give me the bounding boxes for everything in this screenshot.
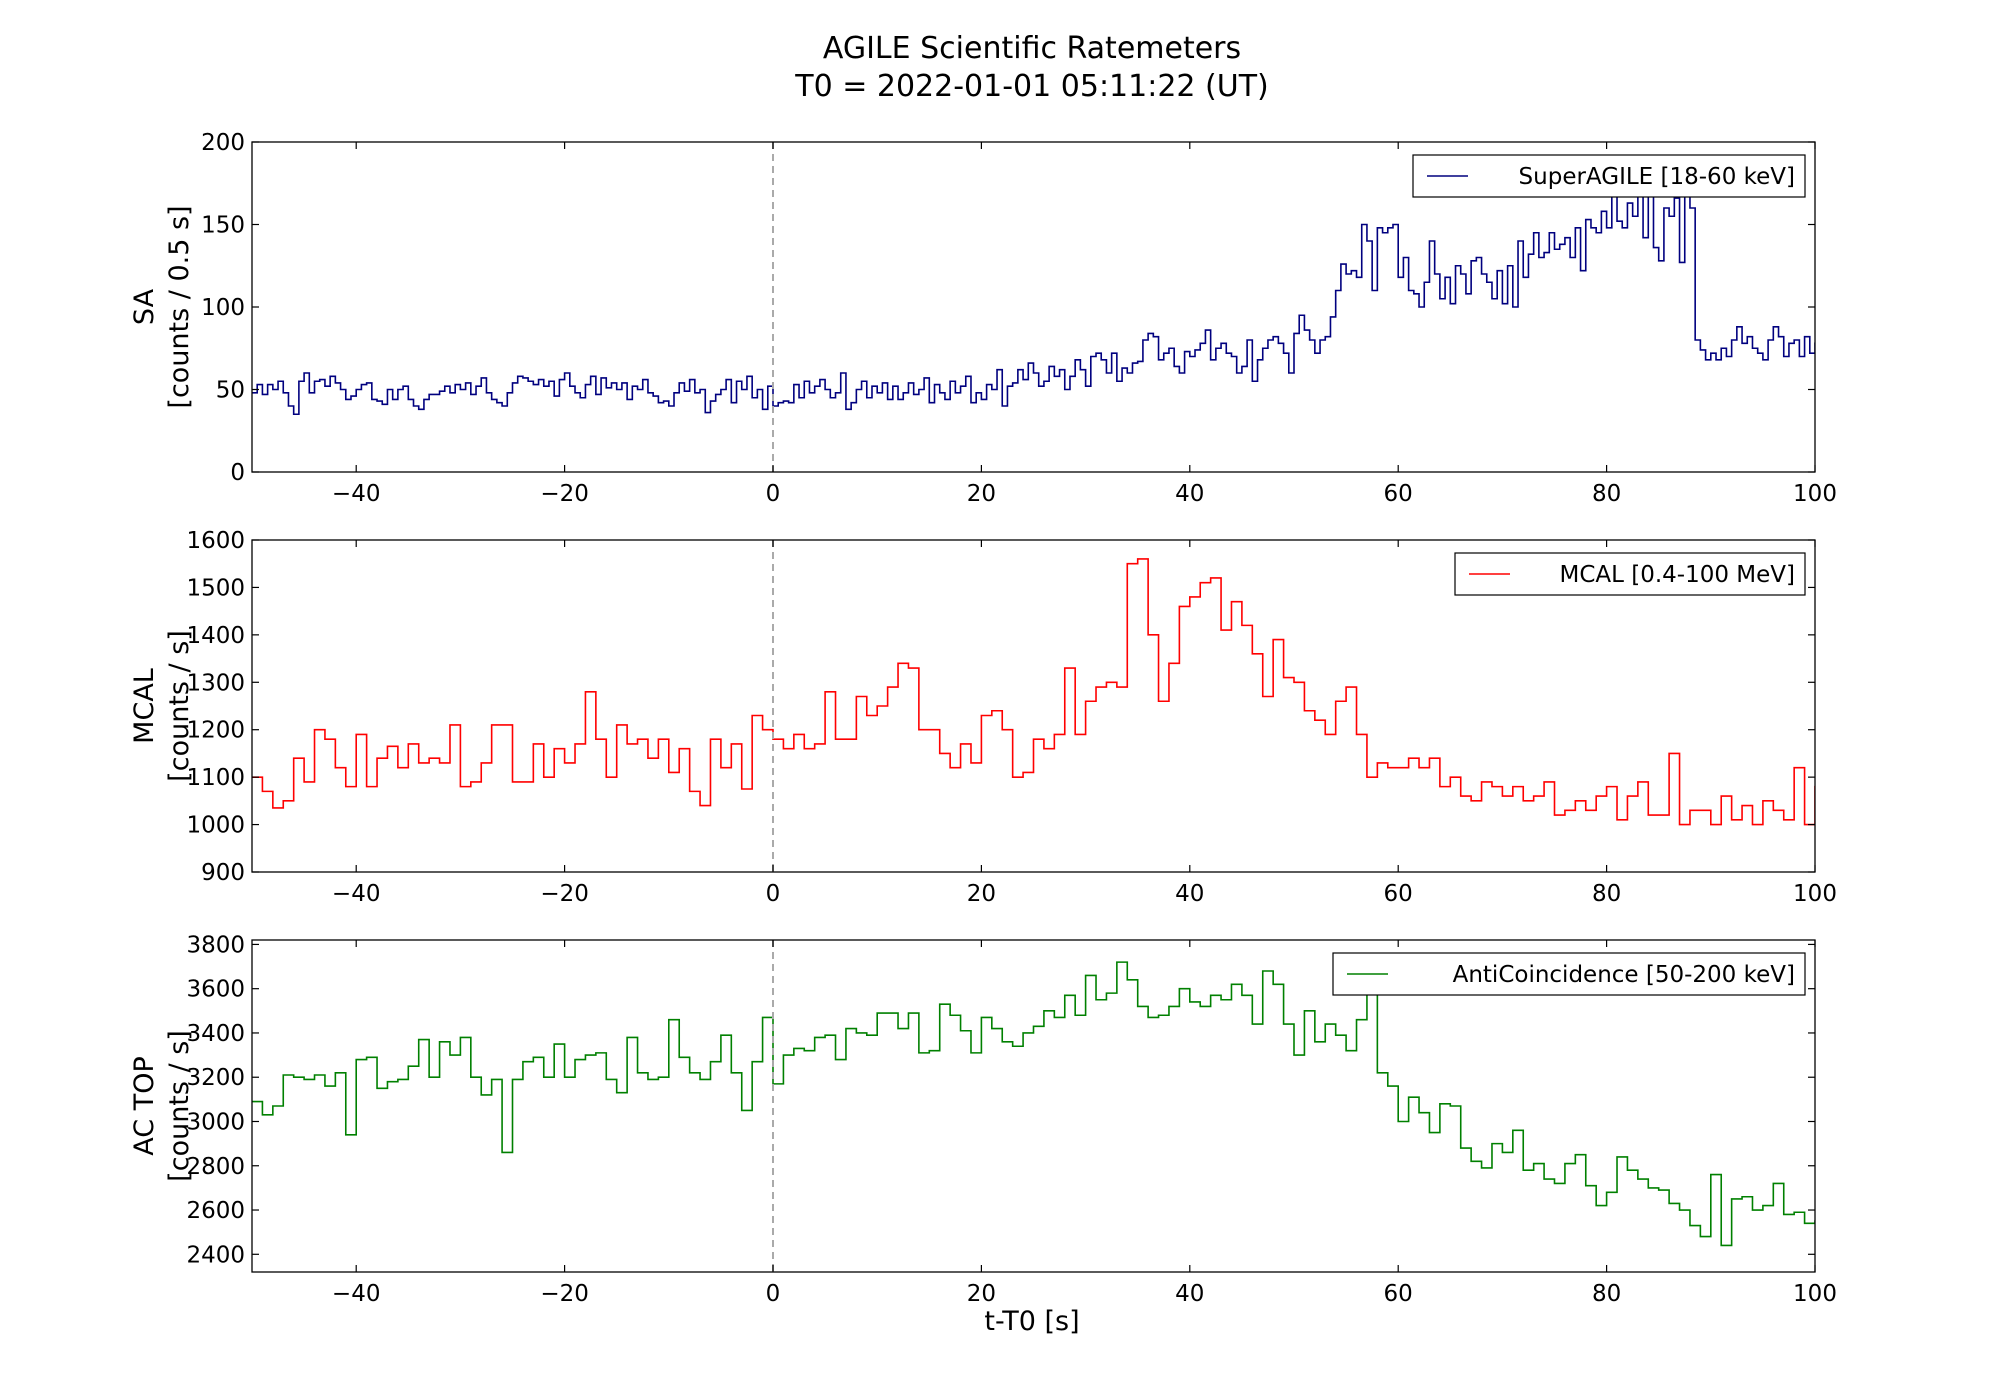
- x-tick-label-sa: −20: [540, 481, 589, 507]
- y-tick-label-mcal: 1300: [186, 670, 245, 696]
- x-tick-label-ac: 40: [1175, 1281, 1204, 1307]
- x-tick-label-mcal: 20: [967, 881, 996, 907]
- x-tick-label-ac: 60: [1384, 1281, 1413, 1307]
- legend-box-ac: [1332, 952, 1806, 996]
- x-tick-label-sa: 60: [1384, 481, 1413, 507]
- x-tick-label-ac: 20: [967, 1281, 996, 1307]
- panel-sa: −40 −20 0 20 40 60 80 100 0 50 100 150 200 SA [counts …: [129, 130, 1837, 507]
- x-tick-label-ac: −40: [332, 1281, 381, 1307]
- x-tick-label-ac: 0: [766, 1281, 781, 1307]
- y-tick-label-mcal: 1500: [186, 575, 245, 601]
- y-tick-label-mcal: 1200: [186, 718, 245, 744]
- y-tick-label-ac: 2800: [186, 1154, 245, 1180]
- legend-sa: SuperAGILE [18-60 keV]: [1412, 154, 1806, 198]
- x-tick-label-ac: 80: [1592, 1281, 1621, 1307]
- series-line-mcal: [252, 558, 1815, 826]
- y-axis-label-line1-mcal: MCAL: [129, 668, 160, 744]
- series-line-ac: [252, 961, 1815, 1247]
- axes-frame-ac: [251, 939, 1816, 1273]
- y-tick-label-ac: 3600: [186, 977, 245, 1003]
- y-axis-label-ac: AC TOP [counts / s]: [129, 1030, 195, 1182]
- x-tick-label-sa: 100: [1793, 481, 1837, 507]
- y-tick-label-mcal: 1400: [186, 623, 245, 649]
- y-tick-label-mcal: 900: [201, 860, 245, 886]
- y-tick-label-sa: 0: [230, 460, 245, 486]
- y-axis-label-sa: SA [counts / 0.5 s]: [129, 205, 195, 408]
- y-tick-label-ac: 3800: [186, 932, 245, 958]
- legend-label-mcal: MCAL [0.4-100 MeV]: [1559, 562, 1795, 588]
- x-tick-label-mcal: 0: [766, 881, 781, 907]
- x-tick-label-ac: 100: [1793, 1281, 1837, 1307]
- x-axis-label: t-T0 [s]: [984, 1306, 1079, 1337]
- x-tick-label-mcal: 80: [1592, 881, 1621, 907]
- y-tick-label-mcal: 1600: [186, 528, 245, 554]
- legend-box-mcal: [1454, 552, 1806, 596]
- x-tick-label-sa: 80: [1592, 481, 1621, 507]
- y-tick-label-mcal: 1100: [186, 765, 245, 791]
- y-axis-label-line2-ac: [counts / s]: [164, 1030, 195, 1182]
- y-tick-label-sa: 150: [201, 213, 245, 239]
- x-tick-label-sa: 20: [967, 481, 996, 507]
- x-tick-label-mcal: 40: [1175, 881, 1204, 907]
- legend-mcal: MCAL [0.4-100 MeV]: [1454, 552, 1806, 596]
- x-tick-label-mcal: −40: [332, 881, 381, 907]
- y-axis-label-line1-sa: SA: [129, 288, 160, 325]
- y-axis-label-line2-sa: [counts / 0.5 s]: [164, 205, 195, 408]
- y-tick-label-sa: 50: [216, 378, 245, 404]
- x-tick-label-mcal: 100: [1793, 881, 1837, 907]
- y-tick-label-ac: 2400: [186, 1242, 245, 1268]
- legend-label-sa: SuperAGILE [18-60 keV]: [1519, 164, 1795, 190]
- series-line-sa: [252, 187, 1815, 416]
- y-tick-label-ac: 2600: [186, 1198, 245, 1224]
- y-tick-label-ac: 3000: [186, 1109, 245, 1135]
- y-tick-label-mcal: 1000: [186, 813, 245, 839]
- x-tick-label-sa: −40: [332, 481, 381, 507]
- y-tick-label-ac: 3400: [186, 1021, 245, 1047]
- legend-ac: AntiCoincidence [50-200 keV]: [1332, 952, 1806, 996]
- y-tick-label-ac: 3200: [186, 1065, 245, 1091]
- y-tick-label-sa: 100: [201, 295, 245, 321]
- x-tick-label-mcal: −20: [540, 881, 589, 907]
- y-tick-label-sa: 200: [201, 130, 245, 156]
- panel-mcal: −40 −20 0 20 40 60 80 100 900 1000 1100 1200 1300 140…: [129, 528, 1837, 907]
- chart-title-line2: T0 = 2022-01-01 05:11:22 (UT): [794, 69, 1268, 104]
- x-tick-label-sa: 40: [1175, 481, 1204, 507]
- legend-label-ac: AntiCoincidence [50-200 keV]: [1453, 962, 1795, 988]
- axes-frame-mcal: [251, 539, 1816, 873]
- legend-box-sa: [1412, 154, 1806, 198]
- y-axis-label-line2-mcal: [counts / s]: [164, 630, 195, 782]
- panel-ac: −40 −20 0 20 40 60 80 100 2400 2600 2800 3000 3200 34…: [129, 932, 1837, 1307]
- y-axis-label-line1-ac: AC TOP: [129, 1056, 160, 1155]
- x-tick-label-sa: 0: [766, 481, 781, 507]
- x-tick-label-mcal: 60: [1384, 881, 1413, 907]
- x-tick-label-ac: −20: [540, 1281, 589, 1307]
- chart-title-line1: AGILE Scientific Ratemeters: [823, 31, 1241, 66]
- y-axis-label-mcal: MCAL [counts / s]: [129, 630, 195, 782]
